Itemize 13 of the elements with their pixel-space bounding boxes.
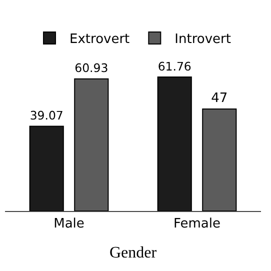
x-tick-label: Female [173,216,221,232]
bar [29,126,64,211]
legend-label: Extrovert [70,32,130,48]
legend-label: Introvert [174,32,231,48]
bar [202,108,237,211]
data-label: 61.76 [158,59,192,74]
x-axis-title: Gender [109,244,158,262]
x-tick-label: Male [54,216,84,232]
bar [74,78,109,211]
data-label: 47 [211,91,228,106]
data-label: 60.93 [74,61,108,76]
data-label: 39.07 [30,108,64,123]
bar [157,76,192,211]
